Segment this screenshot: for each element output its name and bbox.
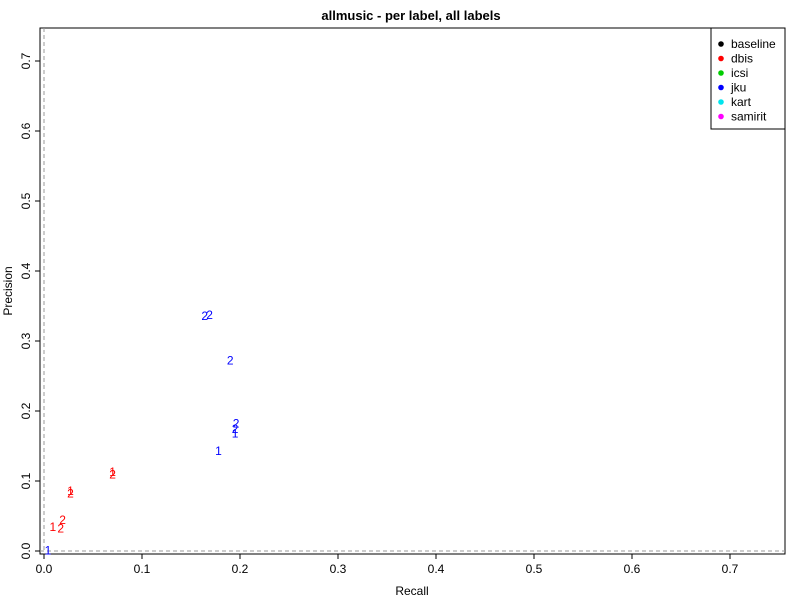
data-point-jku: 2 bbox=[201, 309, 208, 323]
x-tick-label: 0.1 bbox=[134, 562, 151, 576]
y-axis: 0.0 0.1 0.2 0.3 0.4 0.5 0.6 0.7 bbox=[19, 52, 40, 559]
legend-label-baseline: baseline bbox=[731, 37, 776, 51]
x-tick-label: 0.3 bbox=[330, 562, 347, 576]
x-tick-label: 0.0 bbox=[36, 562, 53, 576]
y-tick-label: 0.7 bbox=[19, 52, 33, 69]
data-point-jku: 2 bbox=[233, 417, 240, 431]
legend-marker-kart bbox=[718, 99, 724, 105]
chart-title: allmusic - per label, all labels bbox=[321, 8, 500, 23]
legend-label-dbis: dbis bbox=[731, 52, 753, 66]
y-tick-label: 0.0 bbox=[19, 542, 33, 559]
legend-marker-baseline bbox=[718, 41, 724, 47]
y-tick-label: 0.2 bbox=[19, 402, 33, 419]
data-point-dbis: 1 bbox=[109, 465, 116, 479]
y-tick-label: 0.6 bbox=[19, 122, 33, 139]
y-axis-label: Precision bbox=[1, 266, 15, 315]
data-point-dbis: 2 bbox=[67, 487, 74, 501]
data-point-jku: 2 bbox=[227, 354, 234, 368]
y-tick-label: 0.1 bbox=[19, 472, 33, 489]
legend-label-samirit: samirit bbox=[731, 110, 767, 124]
reference-lines bbox=[40, 28, 785, 554]
data-point-jku: 1 bbox=[232, 426, 239, 440]
legend-marker-dbis bbox=[718, 55, 724, 62]
data-point-jku: 1 bbox=[45, 543, 52, 557]
legend-label-jku: jku bbox=[730, 81, 746, 95]
data-point-jku: 2 bbox=[232, 422, 239, 436]
legend-label-kart: kart bbox=[731, 95, 752, 109]
y-tick-label: 0.5 bbox=[19, 192, 33, 209]
x-tick-label: 0.6 bbox=[624, 562, 641, 576]
data-point-dbis: 1 bbox=[67, 484, 74, 498]
legend-label-icsi: icsi bbox=[731, 66, 748, 80]
x-axis: 0.0 0.1 0.2 0.3 0.4 0.5 0.6 0.7 bbox=[36, 554, 739, 576]
data-point-jku: 2 bbox=[206, 308, 213, 322]
legend-marker-jku bbox=[718, 84, 724, 91]
x-axis-label: Recall bbox=[395, 584, 428, 598]
data-point-dbis: 1 bbox=[49, 520, 56, 534]
x-tick-label: 0.4 bbox=[428, 562, 445, 576]
x-tick-label: 0.7 bbox=[722, 562, 739, 576]
data-point-dbis: 2 bbox=[59, 513, 66, 527]
y-tick-label: 0.4 bbox=[19, 262, 33, 279]
x-tick-label: 0.5 bbox=[526, 562, 543, 576]
data-point-jku: 1 bbox=[215, 444, 222, 458]
data-point-dbis: 2 bbox=[57, 522, 64, 536]
y-tick-label: 0.3 bbox=[19, 332, 33, 349]
legend-marker-icsi bbox=[718, 70, 724, 76]
legend-marker-samirit bbox=[718, 113, 724, 120]
x-tick-label: 0.2 bbox=[232, 562, 249, 576]
plot-frame bbox=[39, 27, 786, 555]
data-point-dbis: 2 bbox=[109, 468, 116, 482]
legend-box bbox=[710, 27, 786, 130]
